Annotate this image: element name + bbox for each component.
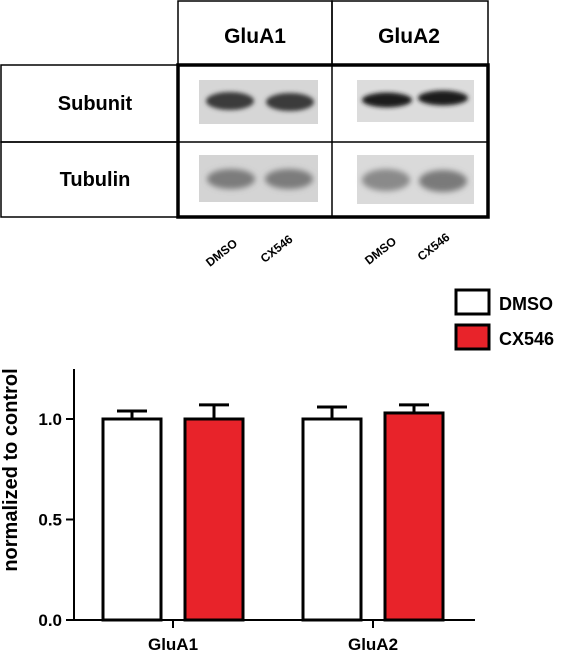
lane-label-cx546-2: CX546 bbox=[415, 230, 453, 264]
y-tick-label: 0.5 bbox=[38, 511, 62, 530]
blot-row-label-tubulin: Tubulin bbox=[60, 169, 131, 191]
band-glua2-cx546-tubulin bbox=[419, 170, 467, 192]
legend-swatch-cx546 bbox=[454, 323, 491, 351]
bar-chart: normalized to control 0.0 0.5 1.0 GluA1 Glu… bbox=[0, 288, 554, 654]
lane-label-dmso-2: DMSO bbox=[362, 234, 399, 267]
bar-dmso-glua2 bbox=[301, 417, 363, 622]
bar-dmso-glua1 bbox=[101, 417, 163, 622]
tubulin-blot bbox=[199, 155, 474, 204]
subunit-blot bbox=[199, 80, 474, 124]
y-tick-label: 0.0 bbox=[38, 611, 62, 630]
blot-header-glua1: GluA1 bbox=[224, 25, 286, 48]
y-axis-label: normalized to control bbox=[0, 368, 22, 571]
band-glua2-dmso-subunit bbox=[362, 92, 412, 108]
blot-image-frame bbox=[176, 63, 490, 219]
lane-label-cx546-1: CX546 bbox=[258, 232, 296, 266]
bar-cx546-glua2 bbox=[383, 411, 445, 622]
band-glua2-cx546-subunit bbox=[418, 90, 468, 106]
x-tick-label-glua1: GluA1 bbox=[148, 635, 198, 654]
lane-label-dmso-1: DMSO bbox=[203, 236, 240, 269]
bar-cx546-glua1 bbox=[183, 417, 245, 622]
band-glua2-dmso-tubulin bbox=[362, 169, 410, 191]
blot-header-glua2: GluA2 bbox=[378, 25, 440, 48]
blot-row-label-subunit: Subunit bbox=[58, 93, 133, 115]
band-glua1-cx546-tubulin bbox=[265, 169, 313, 189]
band-glua1-dmso-subunit bbox=[206, 92, 254, 110]
legend-label-dmso: DMSO bbox=[499, 294, 553, 314]
legend-label-cx546: CX546 bbox=[499, 329, 554, 349]
band-glua1-dmso-tubulin bbox=[207, 169, 255, 189]
y-tick-label: 1.0 bbox=[38, 410, 62, 429]
band-glua1-cx546-subunit bbox=[266, 93, 314, 111]
blot-panel: GluA1 GluA2 Subunit Tubulin DMSO CX546 D… bbox=[0, 0, 490, 269]
x-tick-label-glua2: GluA2 bbox=[348, 635, 398, 654]
legend-swatch-dmso bbox=[454, 288, 491, 316]
